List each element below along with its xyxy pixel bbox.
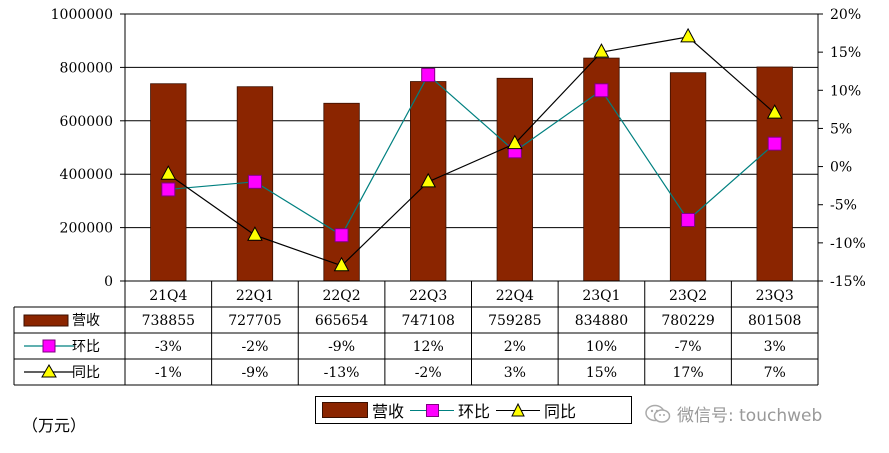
- table-cell: -2%: [241, 339, 268, 355]
- triangle-marker: [420, 172, 437, 188]
- square-marker: [767, 136, 782, 151]
- data-table: 21Q4 22Q1 22Q2 22Q3 22Q4 23Q1 23Q2 23Q3 营收 738855…: [13, 280, 819, 386]
- legend-label-yoy: 同比: [544, 402, 577, 421]
- legend-square-swatch: [410, 403, 455, 417]
- legend-item-revenue: 营收: [322, 398, 404, 422]
- right-tick-label: 5%: [830, 121, 852, 137]
- table-cell: 7%: [764, 365, 786, 381]
- right-tick-label: 0%: [830, 160, 852, 176]
- left-tick-label: 0: [104, 274, 113, 290]
- line-series: [160, 27, 783, 272]
- left-tick-label: 200000: [60, 221, 113, 237]
- triangle-marker: [680, 27, 696, 43]
- table-cell: 727705: [228, 313, 281, 329]
- triangle-marker: [593, 43, 610, 58]
- row-label: 环比: [72, 339, 100, 355]
- triangle-marker: [506, 134, 523, 150]
- left-tick-label: 400000: [60, 167, 113, 183]
- triangle-marker: [247, 226, 263, 241]
- legend-item-yoy: 同比: [496, 398, 576, 422]
- category-label: 22Q2: [322, 288, 360, 304]
- right-tick-label: 10%: [830, 83, 861, 99]
- left-tick-label: 1000000: [51, 7, 113, 23]
- triangle-marker: [333, 256, 350, 272]
- table-cell: -7%: [675, 339, 702, 355]
- table-cell: 759285: [488, 313, 541, 329]
- table-cell: 834880: [575, 313, 628, 329]
- table-cell: 10%: [586, 339, 617, 355]
- table-cell: 747108: [401, 313, 454, 329]
- category-label: 22Q4: [496, 288, 534, 304]
- legend-label-qoq: 环比: [458, 402, 491, 421]
- bar: [323, 102, 360, 282]
- unit-label: （万元）: [22, 416, 87, 435]
- table-cell: 3%: [504, 365, 526, 381]
- table-cell: 738855: [142, 313, 195, 329]
- square-marker: [334, 228, 349, 243]
- square-marker: [681, 212, 696, 227]
- right-tick-label: -5%: [830, 198, 857, 214]
- category-label: 22Q1: [236, 288, 274, 304]
- triangle-marker: [766, 104, 783, 119]
- wechat-icon: [645, 404, 671, 423]
- row-label: 营收: [72, 313, 100, 329]
- right-tick-label: 15%: [830, 45, 861, 61]
- right-tick-label: 20%: [830, 7, 861, 23]
- row-key-square: [42, 339, 56, 353]
- legend-bar-swatch: [322, 402, 368, 418]
- table-cell: -13%: [324, 365, 360, 381]
- category-label: 23Q1: [582, 288, 620, 304]
- category-label: 23Q3: [756, 288, 794, 304]
- bar: [756, 66, 793, 282]
- row-key-triangle: [41, 364, 57, 378]
- watermark: 微信号: touchweb: [645, 401, 822, 426]
- category-label: 21Q4: [149, 288, 187, 304]
- table-cell: -9%: [241, 365, 268, 381]
- right-tick-label: -10%: [830, 236, 866, 252]
- left-tick-label: 800000: [60, 60, 113, 76]
- table-cell: 12%: [413, 339, 444, 355]
- axes: 1000000 800000 600000 400000 200000 0 20% 15% 10…: [51, 7, 866, 290]
- row-label: 同比: [72, 365, 100, 381]
- table-cell: 2%: [504, 339, 526, 355]
- square-marker: [421, 68, 436, 83]
- table-cell: -2%: [415, 365, 442, 381]
- table-cell: -3%: [155, 339, 182, 355]
- category-label: 22Q3: [409, 288, 447, 304]
- square-marker: [247, 174, 262, 189]
- bar-series: [150, 57, 793, 282]
- bar: [669, 72, 707, 282]
- table-cell: -9%: [328, 339, 355, 355]
- triangle-marker: [160, 165, 177, 180]
- legend-item-qoq: 环比: [410, 398, 490, 422]
- category-label: 23Q2: [669, 288, 707, 304]
- grid-lines: [125, 13, 818, 282]
- series-line: [167, 36, 776, 267]
- table-cell: 15%: [586, 365, 617, 381]
- row-key-bar: [23, 314, 69, 327]
- table-cell: -1%: [155, 365, 182, 381]
- right-tick-label: -15%: [830, 274, 866, 290]
- series-line: [168, 74, 776, 237]
- square-marker: [594, 83, 609, 98]
- square-marker: [161, 182, 176, 197]
- legend-triangle-swatch: [496, 403, 541, 417]
- bar: [496, 77, 533, 282]
- table-cell: 665654: [315, 313, 369, 329]
- legend-label-revenue: 营收: [372, 402, 405, 421]
- table-cell: 17%: [673, 365, 704, 381]
- table-cell: 780229: [661, 313, 714, 329]
- legend: 营收 环比 同比: [315, 396, 632, 424]
- watermark-text: 微信号: touchweb: [677, 406, 823, 426]
- left-tick-label: 600000: [60, 114, 113, 130]
- table-cell: 801508: [748, 313, 801, 329]
- table-cell: 3%: [764, 339, 786, 355]
